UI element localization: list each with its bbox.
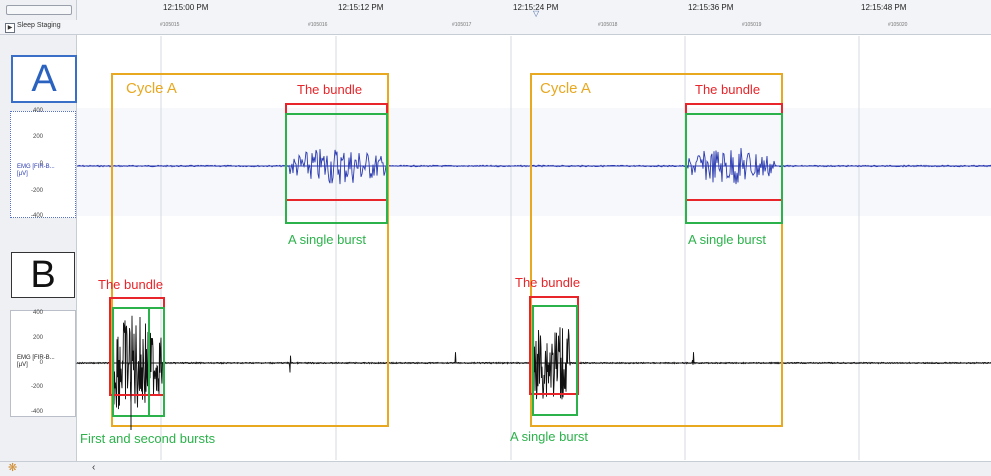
y-tick-label: 200 — [32, 335, 43, 341]
epoch-label: #105017 — [452, 22, 472, 28]
epoch-label: #105018 — [598, 22, 618, 28]
burst-label-a-right: A single burst — [688, 232, 767, 247]
burst-box — [285, 113, 388, 224]
timeline-scroll-control[interactable] — [6, 5, 72, 15]
settings-icon[interactable]: ❋ — [8, 462, 18, 474]
time-tick-label: 12:15:36 PM — [688, 3, 734, 12]
channel-b-name: EMG [FIR-B... — [17, 355, 55, 361]
y-tick-label: 400 — [32, 310, 43, 316]
burst-label-b-left: First and second bursts — [80, 431, 216, 446]
panel-b-label: B — [11, 252, 75, 298]
scroll-left-arrow-icon[interactable]: ‹ — [92, 462, 96, 473]
sleep-staging-expand-icon[interactable]: ▶ — [5, 23, 15, 33]
cycle-a-label-left: Cycle A — [126, 80, 177, 97]
time-tick-label: 12:15:12 PM — [338, 3, 384, 12]
burst-box — [148, 307, 165, 417]
channel-a-name: EMG [FIR-B... — [17, 164, 55, 170]
cycle-a-label-right: Cycle A — [540, 80, 591, 97]
time-tick-label: 12:15:00 PM — [163, 3, 209, 12]
y-tick-label: 400 — [32, 108, 43, 114]
burst-box — [685, 113, 783, 224]
panel-a-label: A — [11, 55, 77, 103]
y-tick-label: -400 — [30, 409, 43, 415]
burst-label-a-left: A single burst — [288, 232, 367, 247]
burst-label-b-right: A single burst — [510, 429, 589, 444]
bundle-label-b-right: The bundle — [515, 275, 581, 290]
cycle-box — [530, 73, 783, 427]
epoch-label: #105016 — [308, 22, 328, 28]
epoch-label: #105019 — [742, 22, 762, 28]
time-tick-label: 12:15:24 PM — [513, 3, 559, 12]
y-tick-label: 0 — [39, 161, 43, 167]
epoch-label: #105020 — [888, 22, 908, 28]
y-tick-label: 0 — [39, 360, 43, 366]
y-tick-label: -200 — [30, 384, 43, 390]
trace-a-line — [76, 147, 991, 185]
panel-a-band — [77, 108, 991, 216]
bundle-label-a-left: The bundle — [297, 82, 363, 97]
sleep-staging-row — [0, 20, 991, 35]
sleep-staging-label: Sleep Staging — [17, 22, 61, 29]
y-tick-label: -200 — [30, 188, 43, 194]
time-gridlines — [160, 36, 860, 460]
channel-b-unit: [µV] — [17, 362, 28, 368]
time-tick-label: 12:15:48 PM — [861, 3, 907, 12]
y-tick-label: 200 — [32, 134, 43, 140]
burst-box — [532, 305, 578, 416]
channel-a-label-box[interactable]: EMG [FIR-B... [µV] 400 200 0 -200 -400 — [10, 108, 76, 219]
bundle-label-b-left: The bundle — [98, 277, 164, 292]
cycle-box — [111, 73, 389, 427]
channel-b-label-box[interactable]: EMG [FIR-B... [µV] 400 200 0 -200 -400 — [10, 310, 76, 417]
epoch-label: #105015 — [160, 22, 180, 28]
time-cursor-marker[interactable]: ▽ — [533, 9, 540, 18]
bundle-label-a-right: The bundle — [695, 82, 761, 97]
channel-a-unit: [µV] — [17, 171, 28, 177]
y-tick-label: -400 — [30, 213, 43, 219]
horizontal-scrollbar[interactable] — [0, 461, 991, 476]
